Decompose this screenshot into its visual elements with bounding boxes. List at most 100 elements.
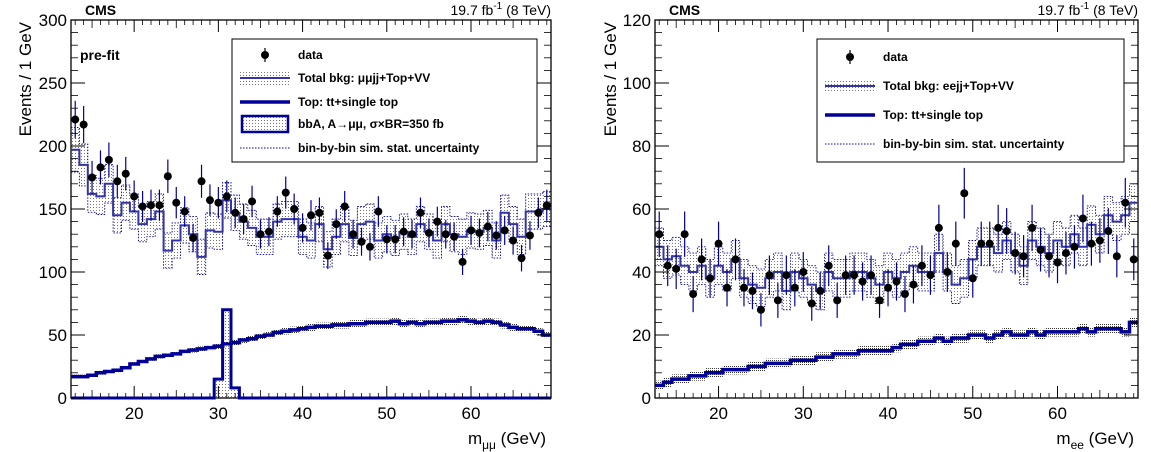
data-point	[458, 257, 467, 266]
axes: 20 30 40 50 60 0 50 100 150 200 250 300	[39, 11, 551, 423]
x-tick-label: 40	[879, 404, 898, 423]
stat-uncertainty-down	[71, 171, 551, 275]
data-point	[483, 222, 492, 231]
data-point	[968, 274, 977, 283]
data-point	[189, 233, 198, 242]
data-point	[672, 264, 681, 273]
prefit-annotation: pre-fit	[80, 47, 120, 63]
data-point	[542, 201, 551, 210]
data-point	[450, 232, 459, 241]
y-tick-label: 150	[39, 200, 67, 219]
data-point	[1011, 249, 1020, 258]
legend-symbols	[240, 48, 290, 149]
data-point	[239, 215, 248, 224]
data-point	[147, 201, 155, 210]
data-point	[214, 198, 223, 207]
data-point	[332, 220, 341, 229]
legend-label-data: data	[298, 48, 323, 62]
legend: data Total bkg: eejj+Top+VV Top: tt+sing…	[816, 38, 1125, 163]
legend-label-top: Top: tt+single top	[298, 95, 398, 109]
data-point	[231, 208, 240, 217]
lumi-value: 19.7 fb	[1038, 2, 1081, 18]
data-point	[382, 235, 391, 244]
data-point	[248, 197, 257, 206]
axes: 20 30 40 50 60 0 20 40 60 80 100 120	[623, 11, 1138, 423]
data-point	[816, 286, 825, 295]
y-tick-label: 300	[39, 11, 67, 30]
data-point	[960, 189, 969, 198]
data-point	[290, 205, 299, 213]
data-point	[492, 231, 501, 240]
x-tick-label: 20	[709, 404, 728, 423]
x-tick-label: 50	[377, 404, 396, 423]
data-point	[509, 236, 518, 245]
data-point	[113, 177, 122, 186]
data-point	[850, 271, 859, 280]
stat-uncertainty-up	[655, 183, 1138, 273]
data-point	[1019, 252, 1028, 261]
data-point	[943, 268, 952, 276]
data-point	[1036, 245, 1045, 254]
data-point	[909, 280, 918, 289]
data-point	[88, 173, 97, 182]
data-point	[96, 163, 105, 172]
data-point	[79, 120, 88, 129]
data-point	[680, 230, 689, 239]
y-axis-label: Events / 1 GeV	[601, 21, 620, 136]
data-point	[994, 223, 1003, 232]
stat-uncertainty-up	[71, 126, 551, 240]
y-tick-label: 60	[632, 200, 651, 219]
y-axis-label: Events / 1 GeV	[16, 21, 35, 136]
x-tick-label: 50	[963, 404, 982, 423]
data-point	[731, 255, 740, 264]
data-point	[1121, 198, 1130, 207]
histogram-lines	[71, 126, 551, 400]
data-point	[71, 115, 80, 124]
data-point	[900, 290, 909, 299]
data-point	[739, 283, 748, 292]
data-point	[782, 271, 791, 280]
data-point	[748, 286, 757, 295]
xlabel-unit: (GeV)	[496, 429, 546, 448]
data-point	[1053, 258, 1062, 267]
y-tick-label: 200	[39, 137, 67, 156]
data-point	[985, 239, 994, 248]
data-point	[433, 217, 442, 226]
data-point	[867, 271, 876, 280]
legend-signal-box	[240, 114, 290, 134]
data-point	[517, 254, 526, 263]
data-point	[926, 271, 935, 280]
y-tick-label: 120	[623, 11, 651, 30]
lumi-superscript: -1	[493, 1, 502, 12]
lumi-value: 19.7 fb	[451, 2, 494, 18]
top-line	[655, 320, 1138, 388]
data-point	[365, 242, 374, 251]
data-point	[1045, 252, 1054, 261]
total-bkg-line	[71, 148, 551, 258]
total-bkg-uncertainty-band	[71, 127, 551, 379]
data-point	[875, 296, 884, 305]
legend-label-stat-uncertainty: bin-by-bin sim. stat. uncertainty	[298, 141, 480, 155]
data-point	[525, 231, 534, 240]
y-tick-label: 100	[39, 263, 67, 282]
data-point	[1104, 227, 1113, 236]
data-point	[858, 277, 867, 286]
data-point	[323, 251, 332, 260]
legend-symbols	[825, 50, 875, 145]
luminosity-label: 19.7 fb-1 (8 TeV)	[1038, 1, 1139, 18]
data-point	[121, 169, 130, 178]
data-point	[399, 227, 408, 236]
data-point	[951, 239, 960, 248]
x-axis-label: mμμ (GeV)	[468, 429, 546, 452]
data-point	[723, 283, 732, 292]
data-point	[1002, 227, 1011, 236]
y-tick-label: 0	[58, 389, 67, 408]
legend-data-marker	[846, 53, 854, 61]
data-point	[374, 207, 383, 216]
data-point	[1095, 236, 1104, 245]
data-point	[1061, 249, 1070, 258]
data-point	[298, 223, 307, 232]
data-point	[340, 202, 349, 211]
x-axis-label: mee (GeV)	[1056, 429, 1134, 452]
